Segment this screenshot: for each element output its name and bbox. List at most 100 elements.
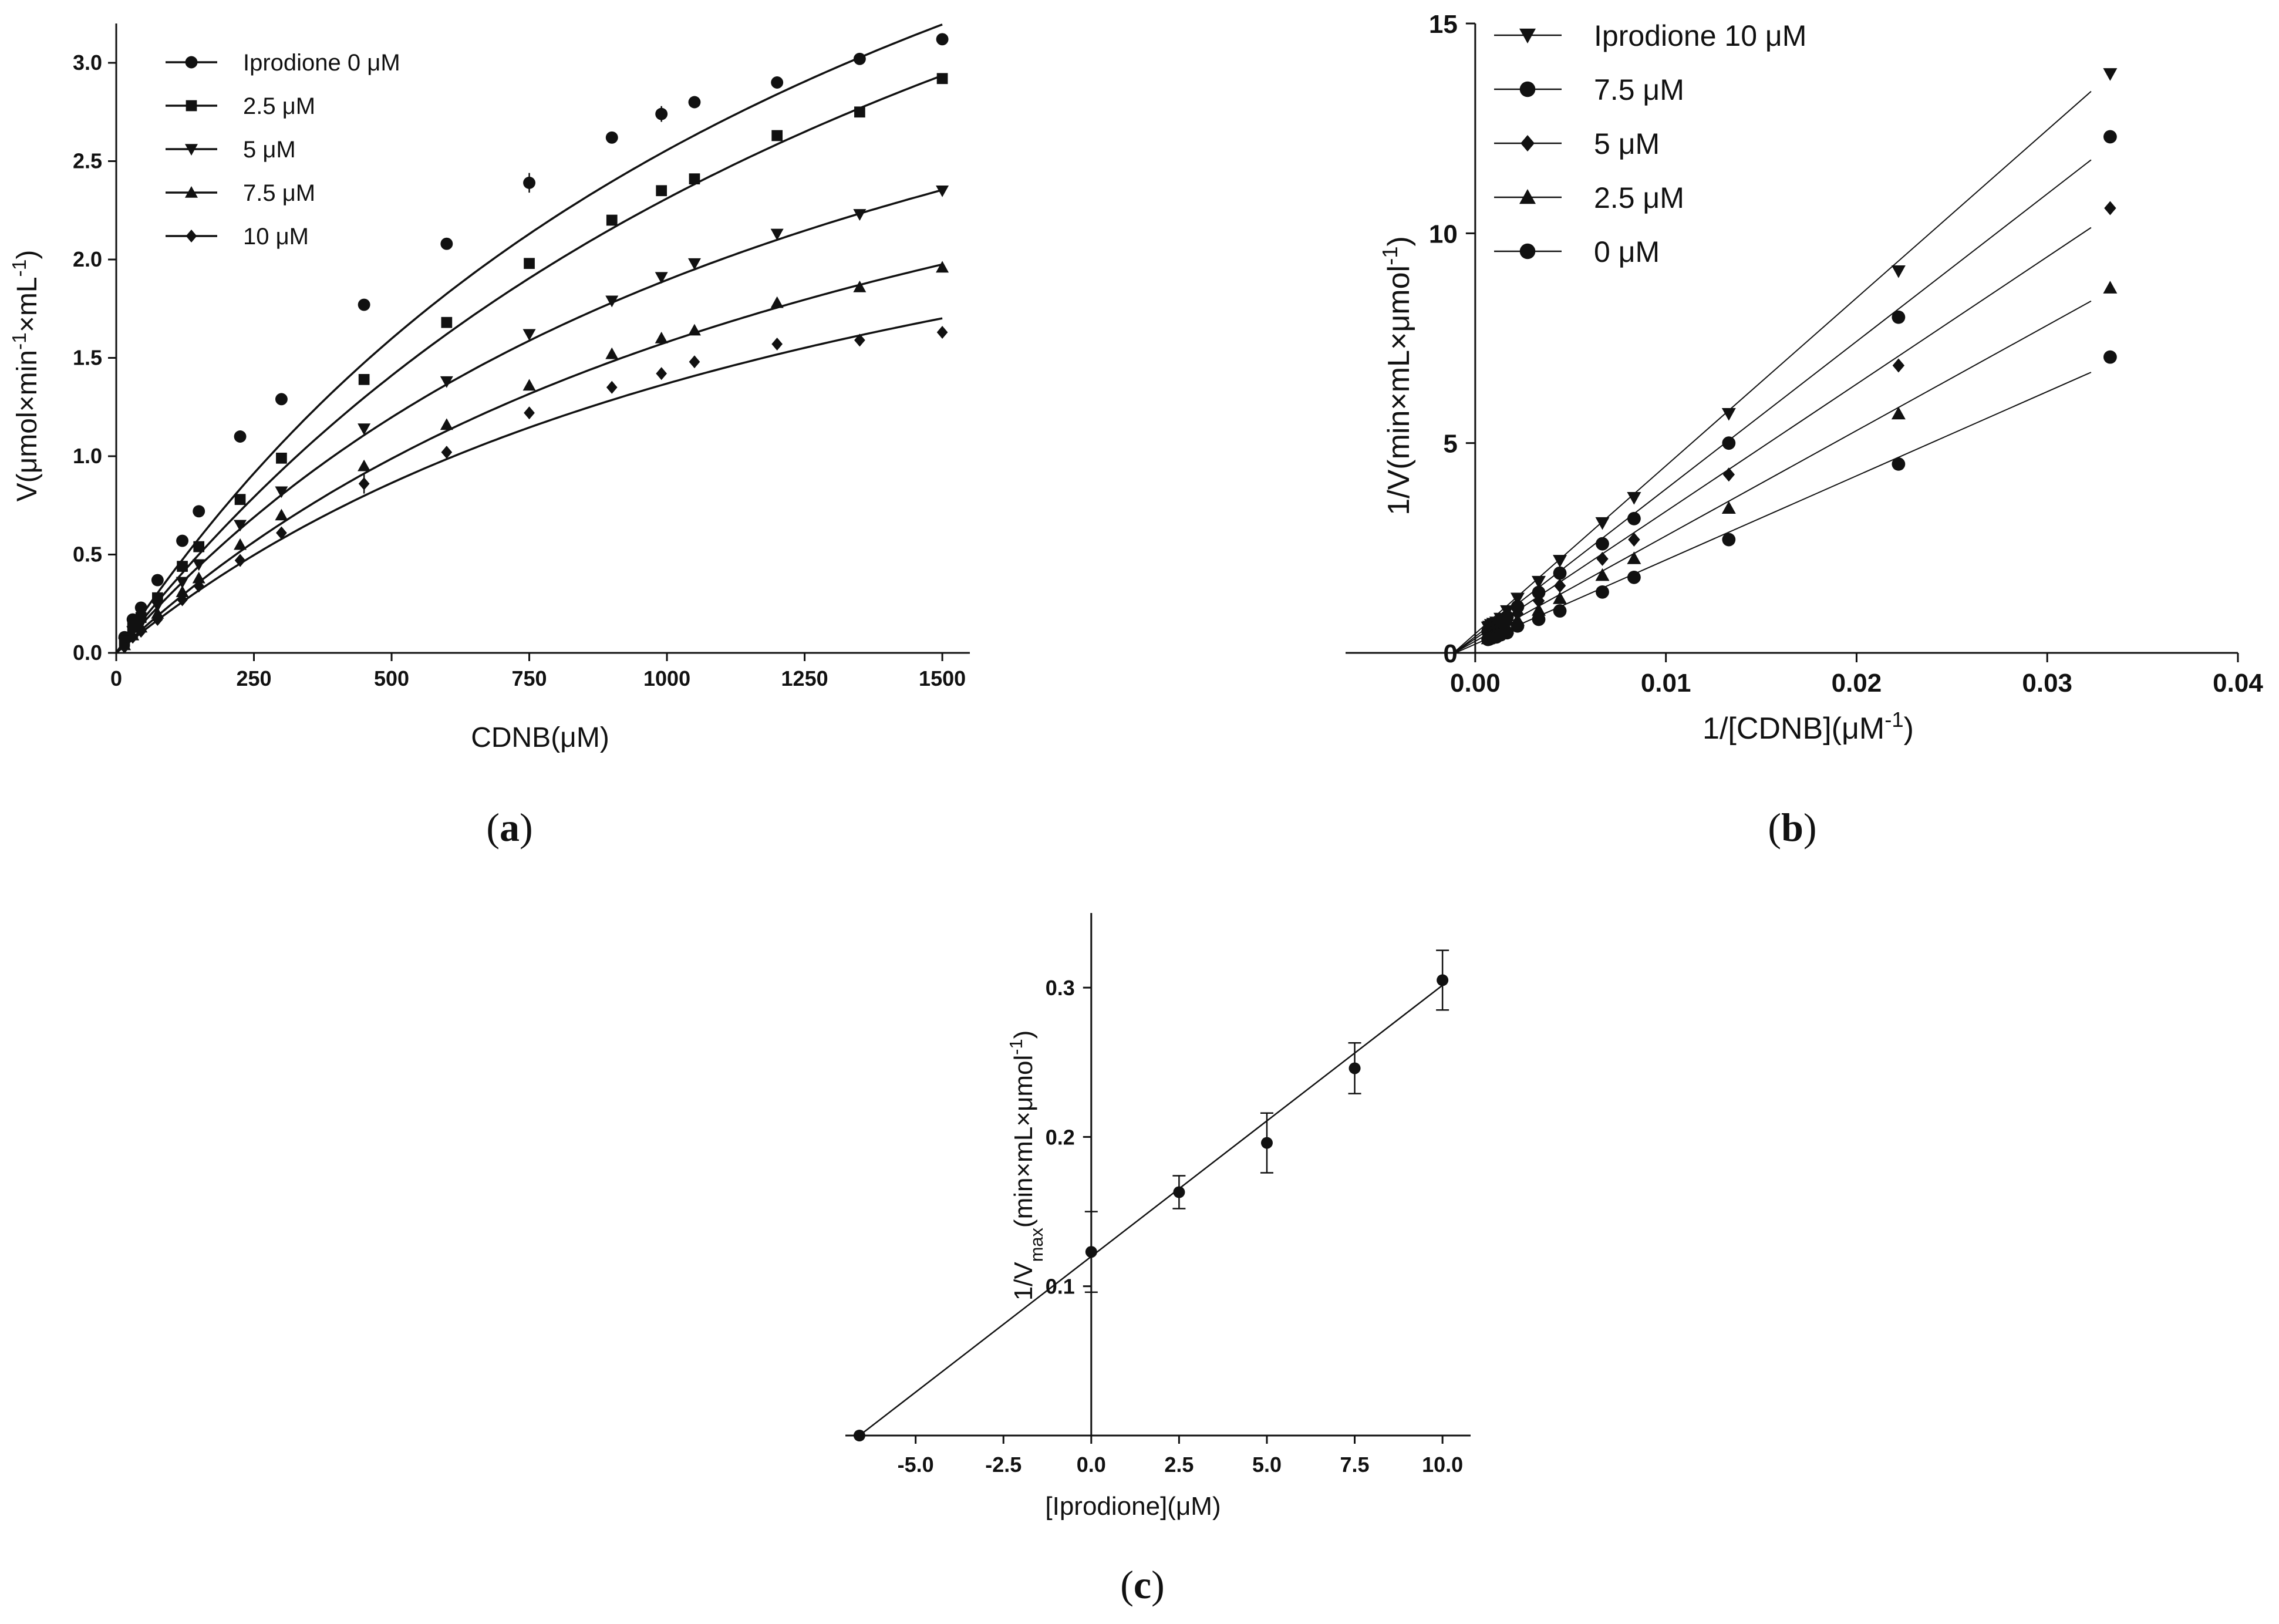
- panel-c-xtick-label: 2.5: [1164, 1453, 1194, 1477]
- panel-b-ytick-label: 10: [1429, 220, 1458, 248]
- panel-a-point-2-5-m: [177, 561, 188, 572]
- panel-c-point: [1348, 1062, 1361, 1074]
- panel-a-point-2-5-m: [234, 494, 246, 506]
- panel-a-point-7-5-m: [853, 280, 867, 292]
- panel-a-point-7-5-m: [655, 332, 668, 343]
- panel-c-xtick-label: 0.0: [1077, 1453, 1106, 1477]
- panel-b-point-7-5-m: [1596, 537, 1609, 551]
- panel-b-point-5-m: [1553, 578, 1566, 593]
- panel-c-fit-line: [859, 985, 1443, 1436]
- panel-b-xtick-label: 0.03: [2022, 669, 2072, 698]
- panel-a-point-5-m: [605, 295, 619, 308]
- panel-a-point-iprodione-0-m: [275, 393, 288, 406]
- panel-a-point-iprodione-0-m: [936, 33, 949, 46]
- panel-b-point-7-5-m: [1553, 566, 1567, 580]
- panel-a-point-7-5-m: [192, 571, 205, 584]
- panel-a-legend-label: 2.5 μM: [243, 93, 315, 119]
- panel-a-ytick-label: 1.0: [73, 444, 102, 468]
- panel-b-ytick-label: 5: [1443, 430, 1457, 459]
- panel-a-legend-marker: [186, 230, 197, 242]
- panel-b-point-iprodione-10-m: [1721, 408, 1736, 421]
- panel-a-point-iprodione-0-m: [358, 298, 370, 311]
- panel-b-legend-marker: [1519, 81, 1536, 97]
- panel-a-point-7-5-m: [936, 261, 949, 273]
- panel-a-xtick-label: 1000: [643, 666, 690, 690]
- panel-b-point-0-m: [1511, 619, 1525, 633]
- panel-c-chart: -5.0 -2.5 0.0 2.5 5.0 7.5 10.0 0.1 0.2 0.3 [Iprod…: [845, 913, 1471, 1607]
- panel-a-point-2-5-m: [358, 374, 370, 385]
- panel-b-point-5-m: [2104, 201, 2116, 215]
- panel-a-legend-marker: [185, 56, 198, 69]
- panel-a-point-5-m: [192, 559, 205, 571]
- panel-b-point-2-5-m: [1891, 406, 1906, 420]
- panel-a-point-2-5-m: [854, 106, 865, 118]
- panel-a-legend-label: 10 μM: [243, 224, 309, 250]
- panel-a-ytick-label: 2.0: [73, 247, 102, 271]
- panel-b-ytick-label: 0: [1443, 639, 1457, 668]
- panel-a-point-7-5-m: [151, 607, 164, 619]
- panel-c-xtick-label: 5.0: [1252, 1453, 1282, 1477]
- panel-a-point-iprodione-0-m: [688, 96, 701, 109]
- panel-a-point-5-m: [655, 272, 668, 284]
- panel-b-point-7-5-m: [1722, 436, 1736, 450]
- panel-a-point-5-m: [275, 486, 288, 498]
- panel-a-point-iprodione-0-m: [193, 505, 205, 518]
- panel-a-point-10-m: [854, 333, 865, 347]
- panel-b-point-0-m: [1892, 457, 1906, 471]
- panel-b-point-2-5-m: [2103, 281, 2118, 294]
- panel-a-xtick-label: 0: [110, 666, 122, 690]
- panel-b-chart: 0.00 0.01 0.02 0.03 0.04 0 5 10 15 Iprodione 10 …: [1346, 10, 2263, 850]
- panel-c-point: [1173, 1186, 1185, 1198]
- panel-a-point-5-m: [853, 209, 867, 221]
- panel-b-point-iprodione-10-m: [1627, 491, 1641, 505]
- panel-b-point-2-5-m: [1553, 591, 1567, 604]
- panel-a-xlabel: CDNB(μM): [471, 722, 609, 753]
- panel-b-point-iprodione-10-m: [1553, 555, 1567, 568]
- panel-c-xtick-label: 10.0: [1422, 1453, 1463, 1477]
- panel-c-ytick-label: 0.1: [1046, 1275, 1075, 1299]
- panel-a-point-2-5-m: [606, 214, 618, 226]
- panel-a-caption: (a): [486, 805, 532, 850]
- panel-a-legend-label: 7.5 μM: [243, 180, 315, 206]
- panel-a-point-2-5-m: [193, 541, 205, 552]
- panel-b-point-0-m: [1596, 585, 1609, 599]
- panel-a-point-2-5-m: [936, 73, 948, 85]
- panel-a-point-iprodione-0-m: [234, 430, 247, 443]
- panel-c-ytick-label: 0.2: [1046, 1125, 1075, 1149]
- panel-b-point-2-5-m: [1721, 501, 1736, 514]
- panel-a-xtick-label: 750: [512, 666, 547, 690]
- panel-a-xtick-label: 1500: [919, 666, 966, 690]
- panel-c-xlabel: [Iprodione](μM): [1045, 1492, 1221, 1521]
- panel-a-point-10-m: [119, 640, 130, 653]
- panel-a-point-5-m: [936, 185, 949, 197]
- panel-a-xtick-label: 500: [374, 666, 409, 690]
- panel-a-point-10-m: [127, 631, 139, 644]
- panel-b-fit-0-m: [1455, 372, 2092, 653]
- panel-a-xtick-label: 1250: [781, 666, 828, 690]
- panel-b-point-0-m: [1722, 533, 1736, 547]
- panel-a-point-iprodione-0-m: [771, 76, 784, 89]
- panel-c-ylabel: 1/Vmax(min×mL×μmol-1): [1006, 1030, 1047, 1301]
- panel-a-point-7-5-m: [440, 418, 453, 430]
- panel-a-legend-marker: [185, 144, 198, 156]
- panel-a-legend-marker: [186, 100, 197, 112]
- panel-b-legend-marker: [1519, 189, 1536, 204]
- panel-a-point-5-m: [151, 600, 164, 612]
- panel-b-fit-5-m: [1454, 227, 2092, 653]
- panel-b-point-iprodione-10-m: [1891, 265, 1906, 278]
- panel-a-point-5-m: [770, 228, 784, 241]
- panel-b-point-7-5-m: [1532, 585, 1546, 599]
- panel-b-point-iprodione-10-m: [1532, 575, 1546, 589]
- panel-b-point-0-m: [1500, 626, 1514, 640]
- panel-b-fit-iprodione-10-m: [1453, 90, 2092, 653]
- panel-a-point-5-m: [358, 423, 371, 436]
- panel-a-point-7-5-m: [275, 508, 288, 521]
- panel-b-point-0-m: [1627, 570, 1641, 584]
- panel-b-ylabel: 1/V(min×mL×μmol-1): [1378, 236, 1417, 515]
- panel-a-point-2-5-m: [689, 173, 700, 184]
- panel-a-point-7-5-m: [687, 324, 701, 336]
- panel-b-point-0-m: [1553, 604, 1567, 618]
- panel-a-point-iprodione-0-m: [440, 237, 453, 250]
- panel-a-point-2-5-m: [276, 453, 287, 464]
